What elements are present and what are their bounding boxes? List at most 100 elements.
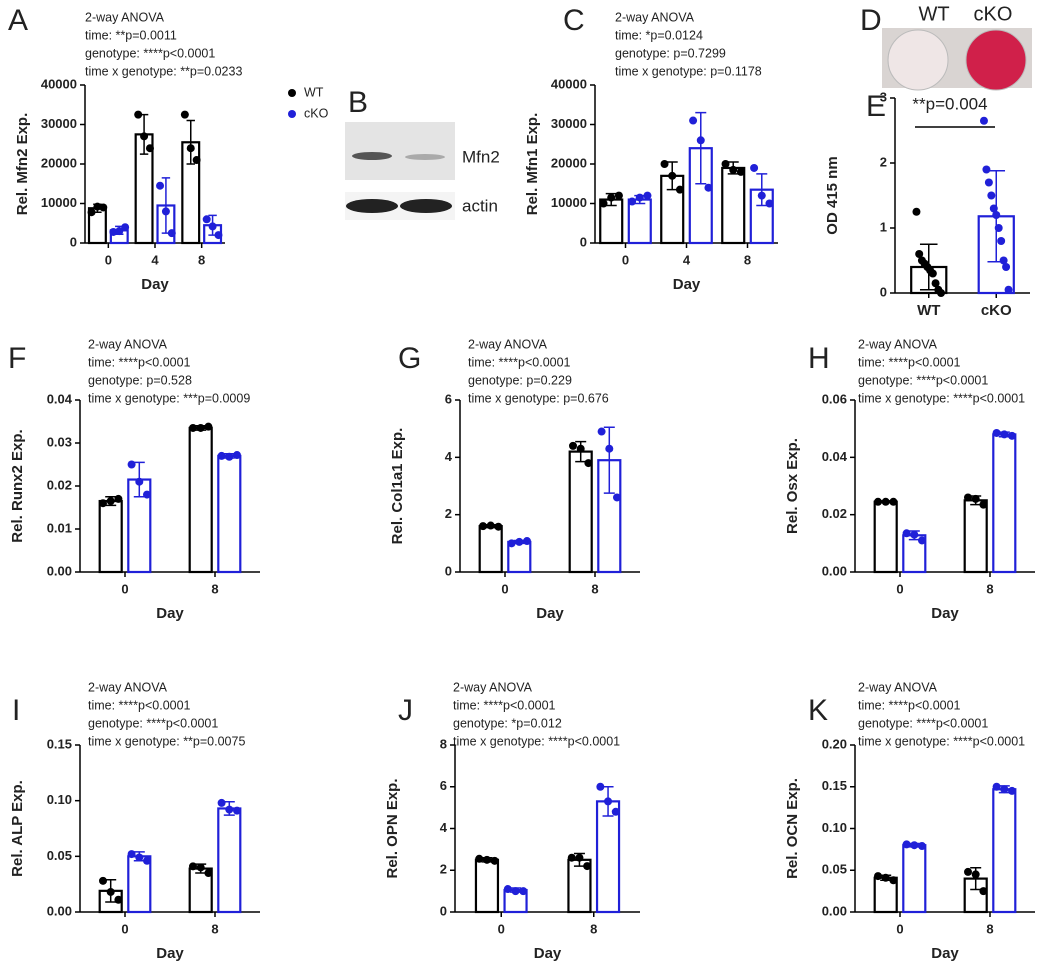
- y-tick-label: 2: [445, 506, 452, 521]
- bar: [217, 807, 242, 914]
- data-point: [964, 867, 972, 876]
- data-point: [114, 494, 123, 503]
- data-point: [204, 869, 213, 878]
- y-tick-label: 0: [880, 284, 887, 299]
- data-point: [106, 887, 115, 896]
- data-point: [135, 477, 144, 486]
- y-tick-label: 0.02: [822, 506, 847, 521]
- data-point: [675, 185, 684, 194]
- y-tick-label: 2: [880, 154, 887, 169]
- data-point: [486, 521, 495, 530]
- data-point: [583, 862, 592, 871]
- data-point: [192, 156, 201, 165]
- blot-label: Mfn2: [462, 147, 500, 166]
- y-tick-label: 2: [440, 862, 447, 877]
- data-point: [765, 199, 774, 208]
- anova-text: time x genotype: ****p<0.0001: [453, 734, 620, 748]
- bar: [902, 844, 927, 914]
- bar: [595, 800, 621, 914]
- data-point: [1000, 785, 1009, 794]
- data-point: [161, 207, 170, 216]
- data-point: [140, 132, 149, 141]
- data-point: [233, 806, 241, 815]
- data-point: [99, 499, 107, 508]
- data-point: [156, 181, 165, 190]
- anova-text: time: ****p<0.0001: [468, 355, 571, 369]
- anova-text: genotype: p=0.229: [468, 373, 572, 387]
- x-tick-label: 8: [211, 581, 218, 596]
- panel-letter: J: [398, 694, 413, 727]
- bar: [963, 499, 988, 574]
- data-point: [575, 853, 584, 862]
- anova-text: 2-way ANOVA: [453, 680, 533, 694]
- data-point: [202, 215, 211, 224]
- y-tick-label: 3: [880, 89, 887, 104]
- data-point: [87, 208, 96, 217]
- y-tick-label: 20000: [41, 155, 77, 170]
- data-point: [729, 165, 738, 174]
- y-tick-label: 0.20: [822, 736, 847, 751]
- data-point: [696, 136, 705, 145]
- data-point: [992, 782, 1001, 791]
- data-point: [910, 841, 919, 850]
- data-point: [889, 876, 898, 885]
- data-point: [928, 269, 937, 278]
- x-axis-title: Day: [931, 605, 959, 622]
- anova-text: 2-way ANOVA: [858, 337, 938, 351]
- x-tick-label: 4: [151, 252, 159, 267]
- bar: [873, 500, 898, 574]
- data-point: [189, 423, 197, 432]
- data-point: [503, 885, 512, 894]
- anova-text: time: ****p<0.0001: [88, 355, 191, 369]
- anova-text: time: ****p<0.0001: [858, 355, 961, 369]
- data-point: [127, 850, 136, 859]
- anova-text: time: *p=0.0124: [615, 28, 703, 42]
- y-tick-label: 40000: [41, 76, 77, 91]
- x-tick-label: 8: [986, 921, 993, 936]
- y-tick-label: 0.06: [822, 391, 847, 406]
- blot-band: [346, 199, 398, 213]
- anova-text: 2-way ANOVA: [88, 680, 168, 694]
- x-tick-label: 0: [501, 581, 508, 596]
- data-point: [99, 203, 108, 212]
- data-point: [106, 497, 115, 506]
- error-bar: [695, 111, 707, 185]
- data-point: [167, 229, 176, 238]
- anova-text: time x genotype: ****p<0.0001: [858, 734, 1025, 748]
- y-tick-label: 0.05: [822, 862, 847, 877]
- bar: [98, 499, 123, 574]
- data-point: [1008, 786, 1016, 795]
- x-tick-label: 8: [591, 581, 598, 596]
- x-tick-label: 8: [211, 921, 218, 936]
- anova-text: 2-way ANOVA: [88, 337, 168, 351]
- data-point: [482, 855, 491, 864]
- anova-text: genotype: *p=0.012: [453, 716, 562, 730]
- x-axis-title: Day: [673, 276, 701, 293]
- y-tick-label: 0.15: [822, 778, 847, 793]
- panel-letter: A: [8, 4, 28, 37]
- legend-marker: [288, 110, 296, 118]
- data-point: [874, 872, 882, 881]
- data-point: [599, 199, 608, 208]
- data-point: [689, 116, 698, 125]
- data-point: [99, 876, 107, 885]
- data-point: [997, 237, 1006, 245]
- data-point: [490, 856, 499, 865]
- x-tick-label: 8: [744, 252, 751, 267]
- y-axis-title: Rel. Runx2 Exp.: [9, 429, 26, 542]
- data-point: [225, 452, 234, 461]
- x-axis-title: Day: [534, 945, 562, 962]
- data-point: [915, 250, 924, 258]
- data-point: [750, 163, 759, 172]
- data-point: [971, 494, 980, 503]
- y-tick-label: 20000: [551, 155, 587, 170]
- blot-band: [352, 152, 392, 160]
- data-point: [115, 227, 124, 236]
- data-point: [918, 842, 926, 851]
- data-point: [757, 191, 766, 200]
- data-point: [605, 444, 614, 453]
- data-point: [643, 191, 652, 200]
- error-bar: [756, 173, 768, 207]
